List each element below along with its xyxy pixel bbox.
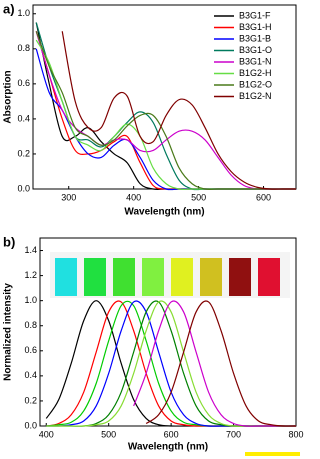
vial xyxy=(142,258,164,296)
series-line xyxy=(35,31,296,190)
legend-label: B1G2-H xyxy=(239,68,272,78)
x-tick-label: 500 xyxy=(191,192,206,202)
y-tick-label: 0.2 xyxy=(17,148,30,158)
series-line xyxy=(35,31,296,190)
y-tick-label: 1.0 xyxy=(24,295,37,305)
legend-label: B3G1-O xyxy=(239,45,272,55)
legend-label: B3G1-N xyxy=(239,56,272,66)
series-line xyxy=(45,300,296,427)
vial xyxy=(113,258,135,296)
y-tick-label: 1.4 xyxy=(24,245,37,255)
x-tick-label: 400 xyxy=(39,429,54,439)
y-tick-label: 0.8 xyxy=(17,43,30,53)
vial xyxy=(55,258,77,296)
legend-label: B1G2-N xyxy=(239,91,272,101)
y-tick-label: 0.6 xyxy=(17,78,30,88)
series-line xyxy=(145,300,297,427)
x-tick-label: 500 xyxy=(101,429,116,439)
series-line xyxy=(61,31,296,190)
y-axis-label: Normalized intensity xyxy=(3,283,14,381)
y-tick-label: 1.0 xyxy=(17,8,30,18)
vial xyxy=(84,258,106,296)
x-tick-label: 400 xyxy=(126,192,141,202)
y-tick-label: 0.6 xyxy=(24,345,37,355)
y-tick-label: 0.2 xyxy=(24,395,37,405)
x-tick-label: 600 xyxy=(256,192,271,202)
x-axis-label: Wavelength (nm) xyxy=(124,207,204,218)
panel-label: b) xyxy=(3,234,15,249)
x-tick-label: 800 xyxy=(288,429,303,439)
series-line xyxy=(133,300,296,427)
vial xyxy=(258,258,280,296)
y-tick-label: 0.0 xyxy=(17,183,30,193)
legend-label: B1G2-O xyxy=(239,79,272,89)
y-tick-label: 0.0 xyxy=(24,420,37,430)
vial-photos xyxy=(50,252,290,298)
figure: a) 0.0 0.2 0.4 0.6 0.8 1.0 300 400 500 600 Waveleng… xyxy=(3,1,304,456)
series-line xyxy=(35,31,296,190)
x-tick-label: 700 xyxy=(226,429,241,439)
legend-label: B3G1-F xyxy=(239,10,271,20)
y-tick-label: 0.8 xyxy=(24,320,37,330)
decor-bar xyxy=(245,452,300,456)
y-tick-label: 1.2 xyxy=(24,270,37,280)
x-tick-label: 600 xyxy=(164,429,179,439)
x-tick-label: 300 xyxy=(61,192,76,202)
y-axis-label: Absorption xyxy=(3,70,14,123)
legend-label: B3G1-H xyxy=(239,22,272,32)
legend-label: B3G1-B xyxy=(239,33,271,43)
vial xyxy=(200,258,222,296)
vial xyxy=(171,258,193,296)
panel-label: a) xyxy=(3,1,15,16)
y-tick-label: 0.4 xyxy=(24,370,37,380)
x-axis-label: Wavelength (nm) xyxy=(128,442,208,453)
vial xyxy=(229,258,251,296)
y-tick-label: 0.4 xyxy=(17,113,30,123)
